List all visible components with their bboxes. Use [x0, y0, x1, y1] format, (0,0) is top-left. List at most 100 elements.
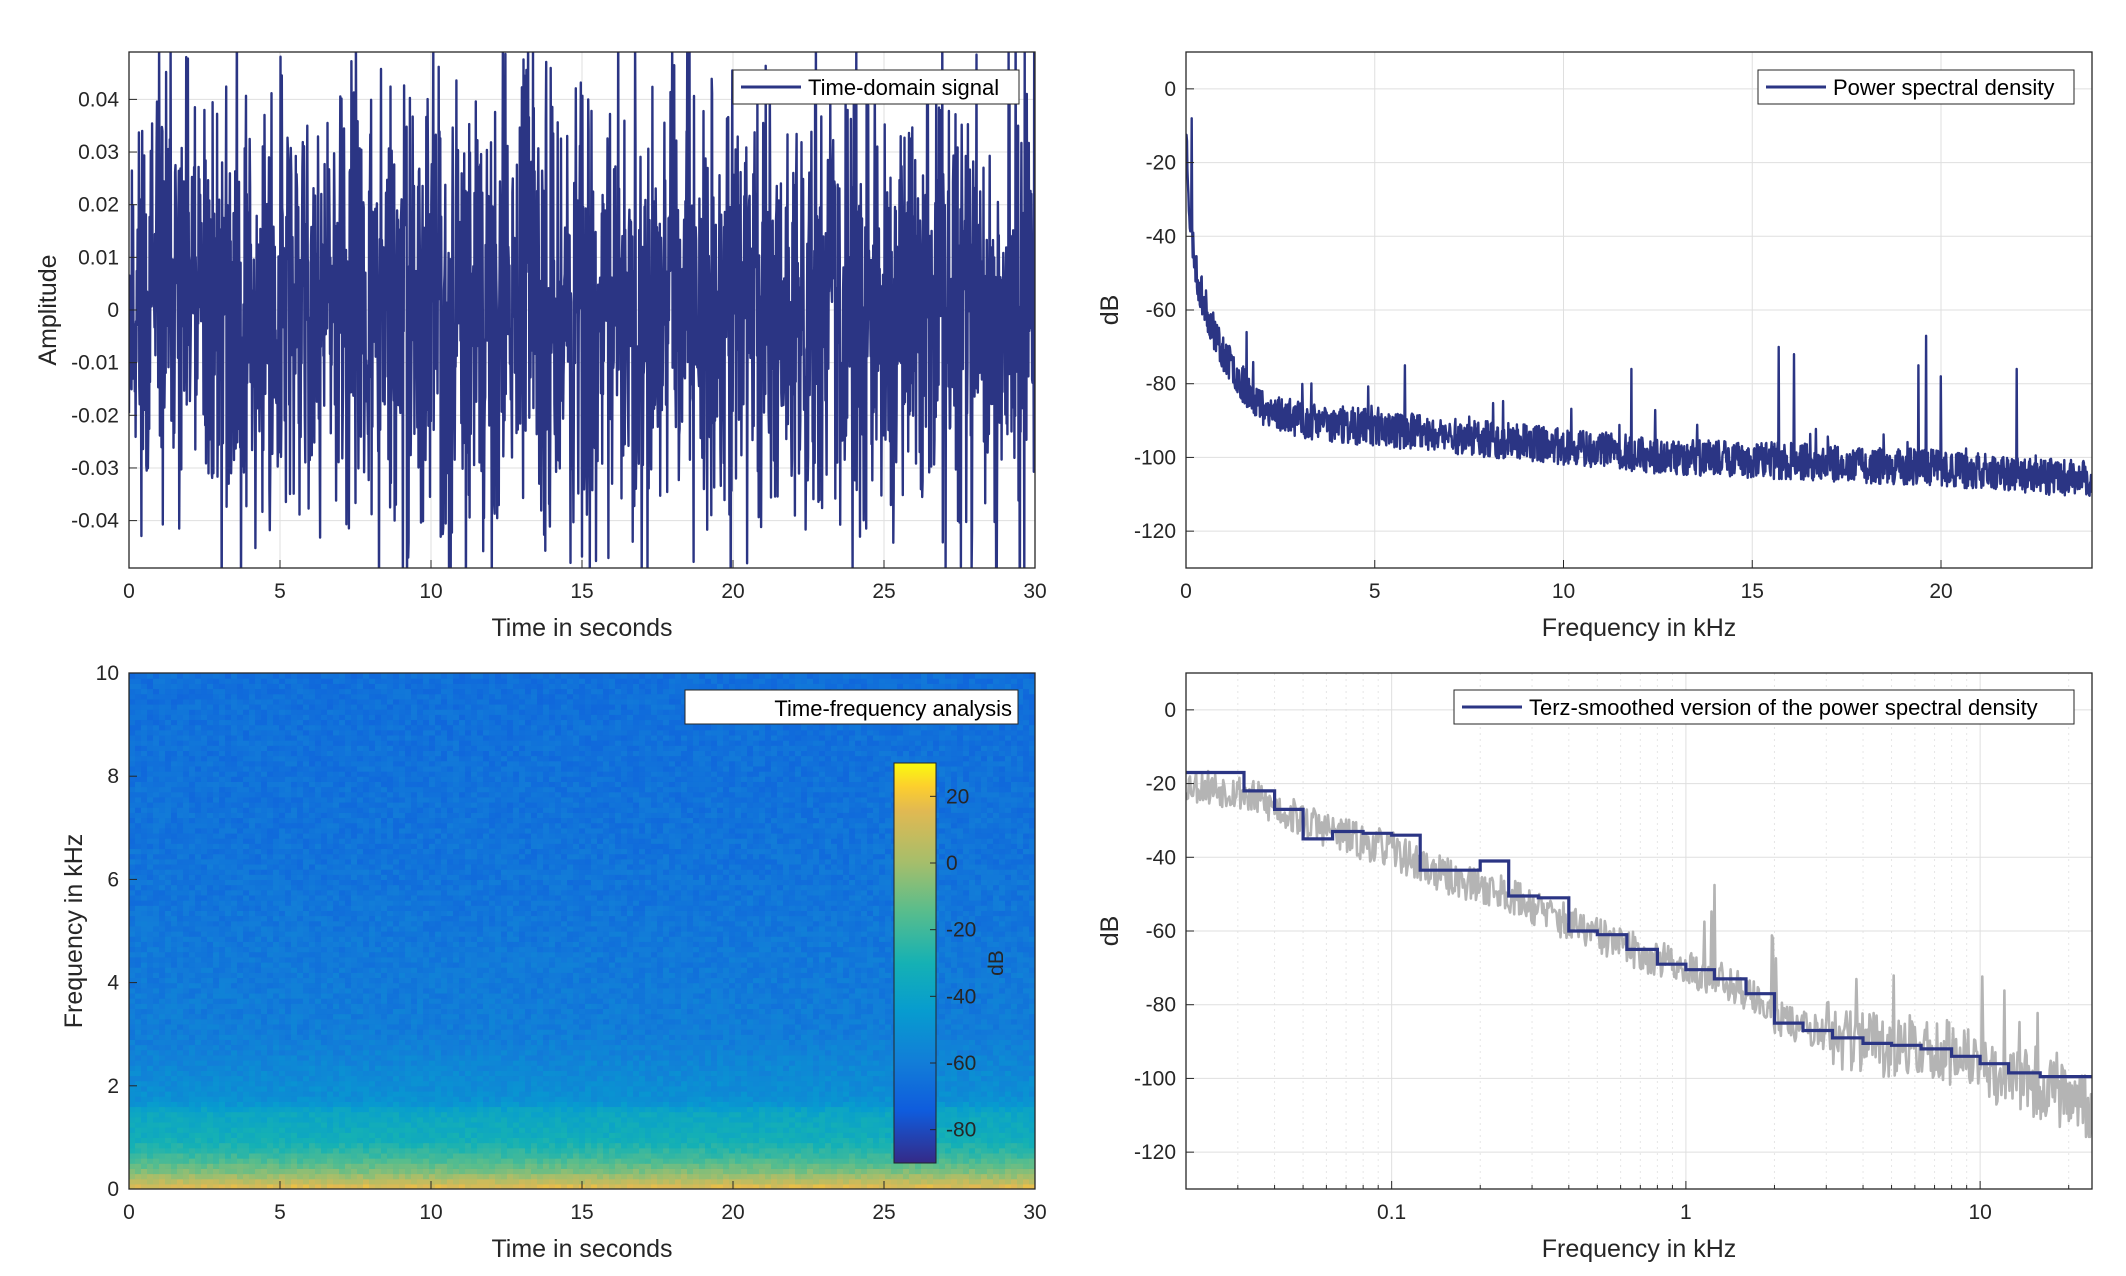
heatmap-cell — [963, 1023, 970, 1030]
heatmap-cell — [627, 1096, 634, 1102]
heatmap-cell — [849, 1142, 856, 1149]
heatmap-cell — [273, 1158, 280, 1164]
heatmap-cell — [963, 1054, 970, 1061]
heatmap-cell — [195, 1116, 202, 1123]
heatmap-cell — [567, 1090, 574, 1097]
heatmap-cell — [303, 1080, 310, 1087]
heatmap-cell — [717, 1121, 724, 1128]
heatmap-cell — [567, 1101, 574, 1108]
heatmap-cell — [735, 1070, 742, 1077]
heatmap-cell — [459, 1054, 466, 1061]
heatmap-cell — [255, 1101, 262, 1108]
heatmap-cell — [525, 1029, 532, 1035]
heatmap-cell — [177, 1137, 184, 1144]
heatmap-cell — [429, 1152, 436, 1159]
heatmap-cell — [159, 1085, 166, 1092]
heatmap-cell — [183, 1116, 190, 1123]
heatmap-cell — [627, 1060, 634, 1066]
heatmap-cell — [981, 1147, 988, 1154]
heatmap-cell — [327, 1168, 334, 1175]
heatmap-cell — [387, 1075, 394, 1082]
heatmap-cell — [549, 1034, 556, 1040]
heatmap-cell — [771, 1054, 778, 1061]
heatmap-cell — [999, 1090, 1006, 1097]
heatmap-cell — [519, 1054, 526, 1061]
heatmap-cell — [267, 1173, 274, 1180]
heatmap-cell — [393, 1183, 400, 1189]
heatmap-cell — [795, 1034, 802, 1040]
heatmap-cell — [681, 1137, 688, 1144]
heatmap-cell — [669, 1023, 676, 1030]
heatmap-cell — [615, 1060, 622, 1066]
heatmap-cell — [849, 1090, 856, 1097]
heatmap-cell — [225, 1029, 232, 1035]
heatmap-cell — [981, 1106, 988, 1113]
heatmap-cell — [963, 1060, 970, 1066]
heatmap-cell — [327, 1132, 334, 1138]
heatmap-cell — [417, 1023, 424, 1030]
heatmap-cell — [129, 1039, 136, 1046]
heatmap-cell — [243, 1085, 250, 1092]
heatmap-cell — [243, 1080, 250, 1087]
heatmap-cell — [321, 1096, 328, 1102]
heatmap-cell — [363, 1065, 370, 1071]
heatmap-cell — [375, 1111, 382, 1118]
heatmap-cell — [399, 1065, 406, 1071]
heatmap-cell — [555, 1142, 562, 1149]
heatmap-cell — [741, 1085, 748, 1092]
heatmap-cell — [729, 1049, 736, 1056]
heatmap-cell — [939, 1152, 946, 1159]
heatmap-cell — [435, 1085, 442, 1092]
heatmap-cell — [819, 1152, 826, 1159]
heatmap-cell — [813, 1168, 820, 1175]
heatmap-cell — [897, 1168, 904, 1175]
heatmap-cell — [537, 1116, 544, 1123]
heatmap-cell — [945, 1137, 952, 1144]
heatmap-cell — [423, 1090, 430, 1097]
heatmap-cell — [441, 1178, 448, 1185]
heatmap-cell — [141, 1127, 148, 1133]
heatmap-cell — [645, 1121, 652, 1128]
heatmap-cell — [741, 1173, 748, 1180]
heatmap-cell — [801, 1168, 808, 1175]
heatmap-cell — [717, 1168, 724, 1175]
heatmap-cell — [339, 1090, 346, 1097]
heatmap-cell — [699, 1029, 706, 1035]
heatmap-cell — [591, 1168, 598, 1175]
heatmap-cell — [387, 1106, 394, 1113]
heatmap-cell — [795, 1096, 802, 1102]
heatmap-cell — [129, 1111, 136, 1118]
heatmap-cell — [285, 1132, 292, 1138]
heatmap-cell — [453, 1096, 460, 1102]
heatmap-cell — [651, 1137, 658, 1144]
heatmap-cell — [303, 1018, 310, 1025]
heatmap-cell — [135, 1101, 142, 1108]
heatmap-cell — [813, 1137, 820, 1144]
heatmap-cell — [1011, 1132, 1018, 1138]
heatmap-cell — [267, 1147, 274, 1154]
heatmap-cell — [135, 1049, 142, 1056]
heatmap-cell — [129, 1173, 136, 1180]
heatmap-cell — [285, 1152, 292, 1159]
heatmap-cell — [189, 1023, 196, 1030]
heatmap-cell — [879, 1116, 886, 1123]
heatmap-cell — [561, 1054, 568, 1061]
heatmap-cell — [777, 1127, 784, 1133]
heatmap-cell — [747, 1054, 754, 1061]
heatmap-cell — [237, 1090, 244, 1097]
heatmap-cell — [603, 1127, 610, 1133]
heatmap-cell — [609, 1121, 616, 1128]
heatmap-cell — [507, 1106, 514, 1113]
heatmap-cell — [795, 1080, 802, 1087]
heatmap-cell — [849, 1116, 856, 1123]
heatmap-cell — [429, 1023, 436, 1030]
heatmap-cell — [993, 1111, 1000, 1118]
heatmap-cell — [261, 1163, 268, 1169]
heatmap-cell — [1005, 1034, 1012, 1040]
heatmap-cell — [501, 1023, 508, 1030]
heatmap-cell — [189, 1183, 196, 1189]
heatmap-cell — [243, 1183, 250, 1189]
heatmap-cell — [159, 1183, 166, 1189]
heatmap-cell — [369, 1039, 376, 1046]
heatmap-cell — [411, 1075, 418, 1082]
